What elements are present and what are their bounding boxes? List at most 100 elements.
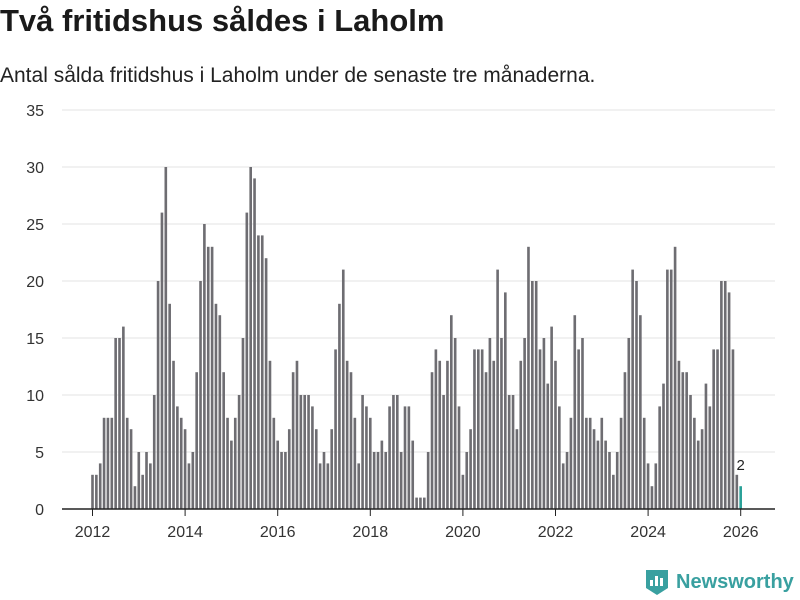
y-tick-label: 25	[26, 217, 44, 234]
y-tick-label: 10	[26, 388, 44, 405]
bar	[546, 383, 550, 509]
bar	[168, 303, 171, 509]
bar	[650, 486, 654, 509]
bar	[631, 269, 634, 509]
bar	[222, 372, 225, 509]
bar	[280, 452, 283, 509]
bar	[187, 463, 191, 509]
x-tick-label: 2016	[260, 524, 296, 541]
bar	[372, 452, 376, 509]
bar	[199, 281, 202, 509]
bar	[577, 349, 580, 509]
bar	[403, 406, 407, 509]
bar	[361, 395, 364, 509]
bar	[291, 372, 295, 509]
bar	[330, 429, 334, 509]
bar	[561, 463, 565, 509]
bar	[149, 463, 152, 509]
bar	[673, 246, 677, 510]
x-tick-label: 2024	[630, 524, 666, 541]
y-tick-label: 15	[26, 331, 44, 348]
bar	[395, 395, 399, 509]
bar	[318, 463, 322, 509]
bar	[696, 440, 700, 509]
bar	[245, 212, 249, 509]
bar	[299, 395, 303, 509]
bar	[241, 338, 245, 509]
bar	[106, 417, 110, 509]
bar	[507, 395, 511, 509]
bar	[376, 452, 380, 509]
bar	[585, 417, 588, 509]
bar	[172, 360, 175, 509]
bar	[237, 395, 241, 509]
bar	[581, 338, 584, 509]
bar	[662, 383, 665, 509]
bar	[480, 349, 484, 509]
bar	[727, 292, 731, 509]
bar	[314, 429, 318, 509]
bar	[129, 429, 133, 509]
bar	[654, 463, 658, 509]
bar	[477, 349, 480, 509]
bar	[708, 406, 712, 509]
y-tick-label: 0	[35, 502, 44, 519]
bar	[249, 167, 252, 509]
bar	[303, 395, 307, 509]
bar	[569, 417, 573, 509]
bar-highlight	[739, 486, 742, 509]
bar	[565, 452, 569, 509]
bar	[114, 338, 117, 509]
bar	[689, 395, 692, 509]
bar	[206, 246, 210, 510]
bar	[407, 406, 411, 509]
bar	[619, 417, 623, 509]
y-axis-ticks: 0 5 10 15 20 25 30 35	[26, 103, 44, 519]
bar	[511, 395, 515, 509]
bar	[218, 315, 222, 509]
bar	[419, 497, 422, 509]
bar	[592, 429, 596, 509]
bar	[685, 372, 688, 509]
bar	[608, 452, 611, 509]
x-tick-label: 2014	[167, 524, 203, 541]
x-tick-label: 2022	[538, 524, 574, 541]
bar	[276, 440, 280, 509]
bar	[542, 338, 546, 509]
bar	[639, 315, 642, 509]
bar	[384, 452, 388, 509]
bar	[712, 349, 715, 509]
bar	[268, 360, 272, 509]
bar	[604, 440, 607, 509]
bar	[453, 338, 457, 509]
bar	[411, 440, 415, 509]
bar	[102, 417, 106, 509]
bar	[484, 372, 488, 509]
bar	[716, 349, 719, 509]
bar	[550, 326, 553, 509]
x-tick-label: 2012	[75, 524, 111, 541]
bar	[195, 372, 198, 509]
bar	[145, 452, 148, 509]
bar	[365, 406, 368, 509]
bar	[183, 429, 187, 509]
bar	[469, 429, 472, 509]
bar	[110, 417, 114, 509]
y-tick-label: 30	[26, 160, 44, 177]
bar	[461, 474, 465, 509]
bar	[700, 429, 704, 509]
bar	[272, 417, 276, 509]
bar	[492, 360, 496, 509]
bar	[465, 452, 469, 509]
bar	[500, 338, 503, 509]
bar	[519, 360, 523, 509]
bar	[554, 360, 557, 509]
bar	[214, 303, 218, 509]
bar	[612, 474, 615, 509]
bar	[334, 349, 337, 509]
bar	[704, 383, 708, 509]
bars	[91, 167, 742, 510]
bar	[122, 326, 125, 509]
y-tick-label: 20	[26, 274, 44, 291]
bar	[504, 292, 507, 509]
